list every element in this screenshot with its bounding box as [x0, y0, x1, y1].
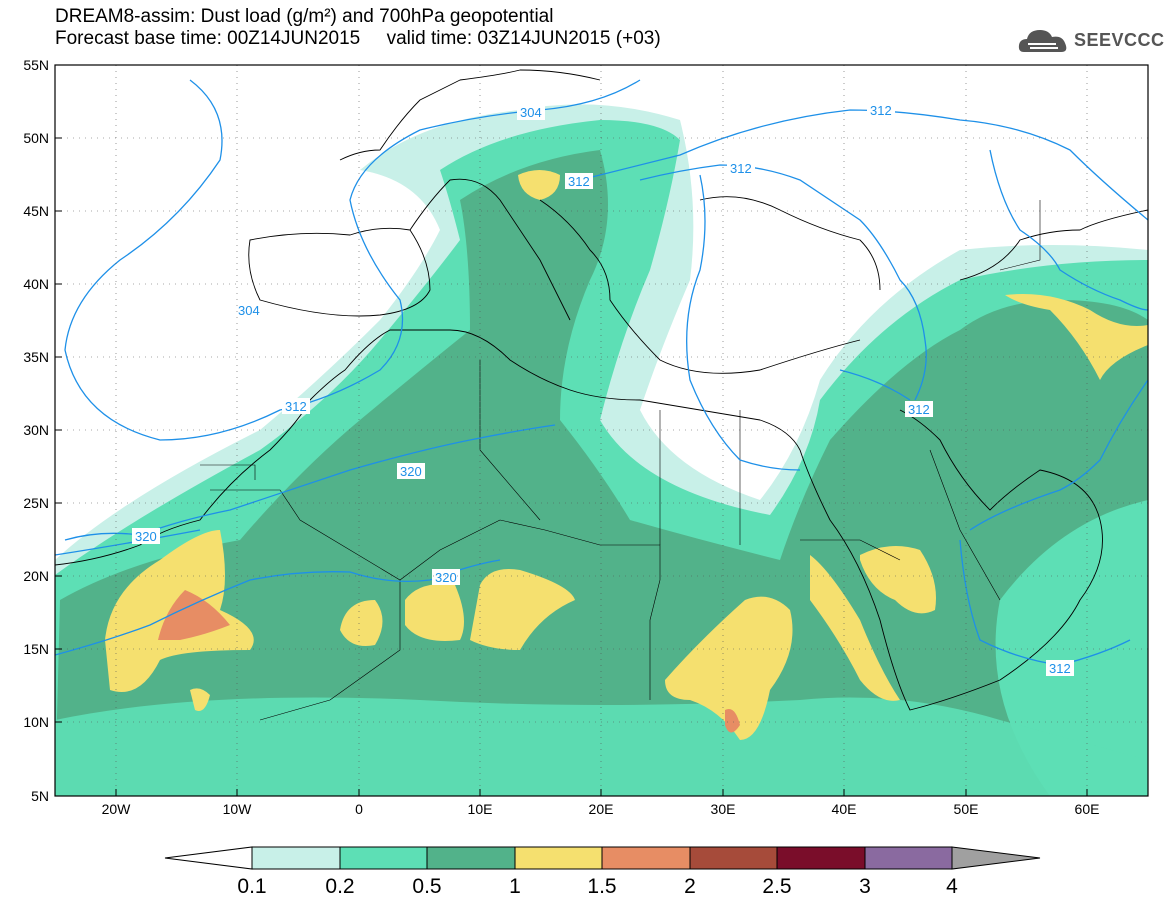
colorbar-swatch	[776, 846, 866, 870]
lon-label: 20E	[589, 801, 614, 817]
colorbar-label: 0.1	[237, 875, 266, 898]
map-title: DREAM8-assim: Dust load (g/m²) and 700hP…	[55, 6, 554, 27]
colorbar-label: 2	[684, 875, 696, 898]
contour-label: 312	[870, 103, 892, 118]
contour-label: 320	[435, 570, 457, 585]
lat-label: 35N	[23, 349, 49, 365]
lat-label: 40N	[23, 276, 49, 292]
lon-label: 50E	[954, 801, 979, 817]
colorbar	[164, 846, 1041, 870]
lat-label: 55N	[23, 57, 49, 73]
dust-fill-layer	[55, 65, 1148, 796]
gridlines	[55, 65, 1148, 796]
contour-label: 312	[568, 174, 590, 189]
colorbar-swatch	[601, 846, 691, 870]
colorbar-swatch	[339, 846, 428, 870]
contour-label: 304	[520, 105, 542, 120]
coastlines	[55, 69, 1148, 711]
lat-label: 20N	[23, 568, 49, 584]
contour-label: 312	[285, 399, 307, 414]
latitude-labels: 55N 50N 45N 40N 35N 30N 25N 20N 15N 10N …	[23, 57, 49, 804]
colorbar-label: 4	[946, 875, 958, 898]
contour-labels: 304 312 312 304 312 312 320 320 320 312 …	[132, 102, 1074, 676]
colorbar-label: 3	[859, 875, 871, 898]
lon-label: 60E	[1075, 801, 1100, 817]
lon-label: 30E	[711, 801, 736, 817]
longitude-labels: 20W 10W 0 10E 20E 30E 40E 50E 60E	[102, 801, 1100, 817]
colorbar-swatch	[426, 846, 516, 870]
contour-label: 312	[730, 161, 752, 176]
lat-label: 5N	[31, 788, 49, 804]
map-subtitle: Forecast base time: 00Z14JUN2015 valid t…	[55, 28, 661, 49]
colorbar-label: 0.5	[412, 875, 441, 898]
contour-label: 312	[1049, 661, 1071, 676]
logo-text: SEEVCCC	[1074, 29, 1165, 50]
colorbar-label: 0.2	[325, 875, 354, 898]
lon-label: 40E	[832, 801, 857, 817]
lon-label: 10W	[223, 801, 253, 817]
lat-label: 15N	[23, 641, 49, 657]
lat-label: 10N	[23, 714, 49, 730]
contour-label: 312	[908, 402, 930, 417]
colorbar-min-arrow	[164, 846, 253, 870]
dust-medium-area	[55, 150, 1148, 796]
contour-label: 320	[135, 529, 157, 544]
lon-label: 10E	[468, 801, 493, 817]
colorbar-swatch	[514, 846, 603, 870]
contour-label: 320	[400, 464, 422, 479]
colorbar-labels: 0.1 0.2 0.5 1 1.5 2 2.5 3 4	[237, 875, 958, 898]
country-borders	[200, 200, 1041, 721]
colorbar-swatch	[689, 846, 778, 870]
cloud-logo-icon	[1018, 30, 1067, 52]
colorbar-swatch	[864, 846, 953, 870]
lon-label: 20W	[102, 801, 132, 817]
dust-very-high-west-africa	[158, 590, 230, 640]
colorbar-label: 1.5	[587, 875, 616, 898]
colorbar-label: 1	[509, 875, 521, 898]
colorbar-label: 2.5	[762, 875, 791, 898]
colorbar-swatch	[251, 846, 341, 870]
lat-label: 45N	[23, 203, 49, 219]
lat-label: 25N	[23, 495, 49, 511]
seevccc-logo: SEEVCCC	[1018, 26, 1165, 54]
contour-label: 304	[238, 303, 260, 318]
lat-label: 50N	[23, 130, 49, 146]
lat-label: 30N	[23, 422, 49, 438]
axis-ticks	[55, 64, 1088, 797]
colorbar-max-arrow	[951, 846, 1041, 870]
lon-label: 0	[355, 801, 363, 817]
